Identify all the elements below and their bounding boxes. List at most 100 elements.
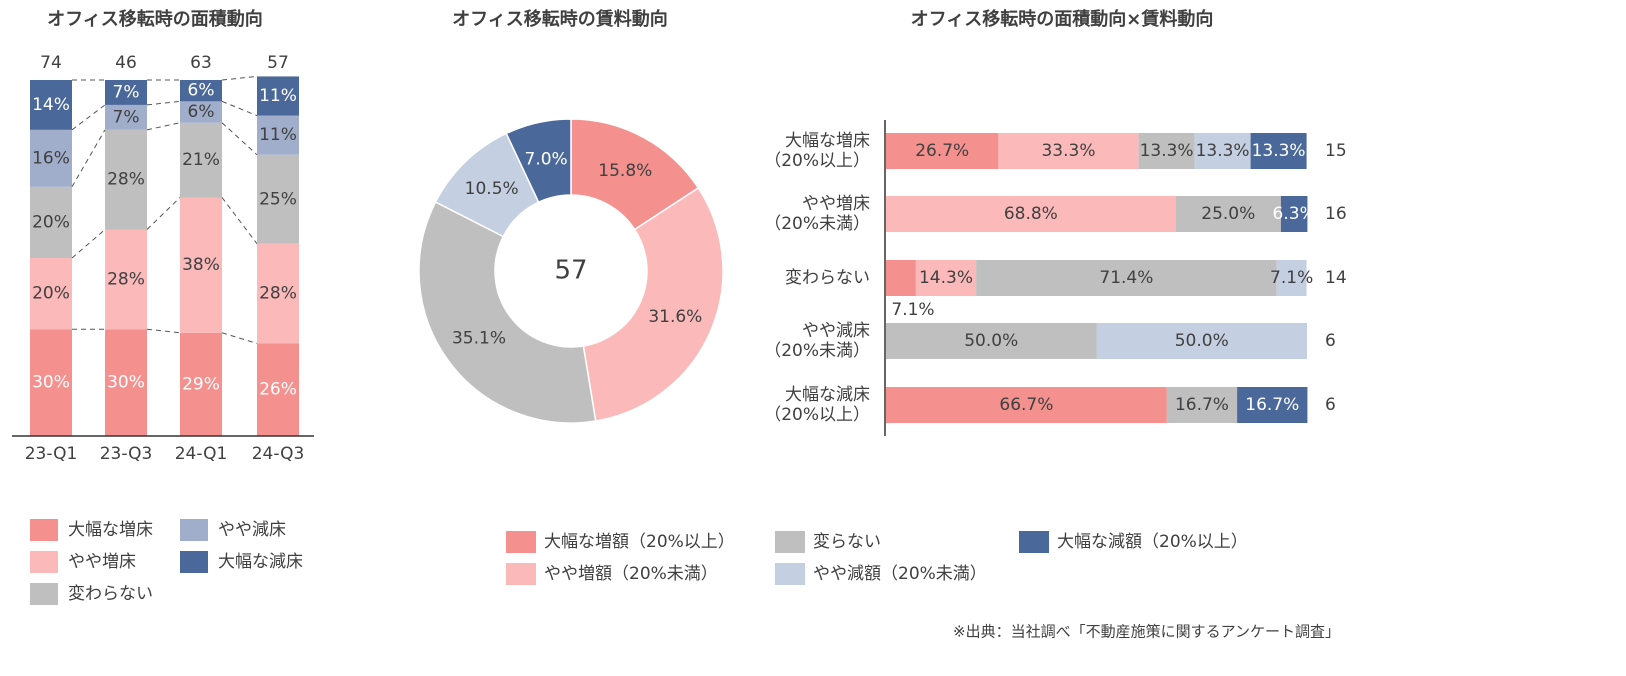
bar-segment [257,115,299,155]
connector [71,129,106,188]
legend-label: やや減額（20%未満） [813,564,987,584]
data-label: 16.7% [1245,395,1299,415]
data-label: 6.3% [1273,204,1316,224]
bar-segment [886,196,1176,232]
legend-label: 大幅な増床 [68,520,153,540]
legend-label: やや増額（20%未満） [544,564,718,584]
connector [146,122,181,131]
total-label: 6 [1325,331,1336,351]
chart-title: オフィス移転時の面積動向×賃料動向 [911,8,1214,30]
legend-label: やや増床 [68,552,136,572]
connector [221,75,258,81]
data-label: 6% [188,81,215,101]
data-label: 25.0% [1201,204,1255,224]
y-tick-line: 大幅な増床 [785,131,870,151]
data-label: 14.3% [919,268,973,288]
bar-segment [886,133,999,169]
chart-title: オフィス移転時の面積動向 [47,8,263,30]
data-label: 20% [32,212,70,232]
bar-segment [1175,196,1281,232]
legend-label: 大幅な減額（20%以上） [1057,532,1248,552]
total-label: 6 [1325,395,1336,415]
data-label: 21% [182,150,220,170]
bar-segment [1280,196,1308,232]
data-label: 13.3% [1140,141,1194,161]
bar-segment [1096,323,1307,359]
bar-segment [105,329,147,436]
legend-swatch [30,551,58,573]
data-label: 50.0% [964,331,1018,351]
y-tick-label: 大幅な増床（20%以上） [764,131,870,171]
data-label: 7% [113,107,140,127]
legend-label: 大幅な増額（20%以上） [544,532,735,552]
data-label: 26% [259,380,297,400]
bar-segment [180,122,222,198]
connector [146,328,181,334]
data-label: 11% [259,86,297,106]
data-label: 7.0% [525,150,568,170]
data-label: 10.5% [465,179,519,199]
data-label: 28% [107,269,145,289]
bar-segment [257,343,299,436]
bar-segment [1276,260,1307,296]
data-label: 31.6% [648,307,702,327]
legend-swatch [30,519,58,541]
data-label: 15.8% [598,161,652,181]
legend-swatch [506,563,536,585]
data-label: 26.7% [915,141,969,161]
y-tick-line: 大幅な減床 [785,385,870,405]
data-label: 6% [188,102,215,122]
bar-segment [257,243,299,344]
connector [221,197,258,245]
data-label: 20% [32,284,70,304]
total-label: 74 [40,53,62,73]
bar-segment [105,129,147,230]
bar-segment [1138,133,1195,169]
data-label: 29% [182,374,220,394]
bar-segment [180,332,222,436]
legend-swatch [506,531,536,553]
legend-swatch [1019,531,1049,553]
bar-segment [105,80,147,105]
legend-label: 大幅な減床 [218,552,303,572]
data-label: 13.3% [1252,141,1306,161]
legend-swatch [775,531,805,553]
total-label: 16 [1325,204,1347,224]
bar-segment [886,260,916,296]
legend-label: やや減床 [218,520,286,540]
connector [146,197,181,230]
bar-segment [998,133,1139,169]
connector [221,100,258,117]
footnote: ※出典：当社調べ「不動産施策に関するアンケート調査」 [953,623,1340,641]
y-tick-line: （20%未満） [764,341,870,361]
data-label: 7% [113,82,140,102]
y-tick-label: やや増床（20%未満） [764,194,870,234]
x-tick-label: 23-Q3 [100,444,153,464]
data-label: 50.0% [1175,331,1229,351]
bar-segment [257,154,299,244]
bar-segment [886,323,1097,359]
data-label: 7.1% [1270,268,1313,288]
x-tick-label: 24-Q1 [175,444,228,464]
connector [71,229,106,259]
bar-segment [30,129,72,187]
total-label: 46 [115,53,137,73]
donut-slice [582,186,724,422]
donut-slice [505,118,572,204]
connector [146,100,181,106]
legend-label: 変わらない [68,584,153,604]
bar-segment [1237,387,1308,423]
center-label: 57 [554,256,587,286]
data-label: 7.1% [891,300,934,320]
legend-swatch [775,563,805,585]
total-label: 57 [267,53,289,73]
data-label: 11% [259,125,297,145]
chart-title: オフィス移転時の賃料動向 [452,8,668,30]
legend-label: 変らない [813,532,881,552]
bar-segment [1250,133,1307,169]
bar-segment [180,197,222,333]
legend-swatch [180,519,208,541]
data-label: 16% [32,148,70,168]
y-tick-line: （20%以上） [764,151,870,171]
y-tick-line: やや増床 [802,194,870,214]
